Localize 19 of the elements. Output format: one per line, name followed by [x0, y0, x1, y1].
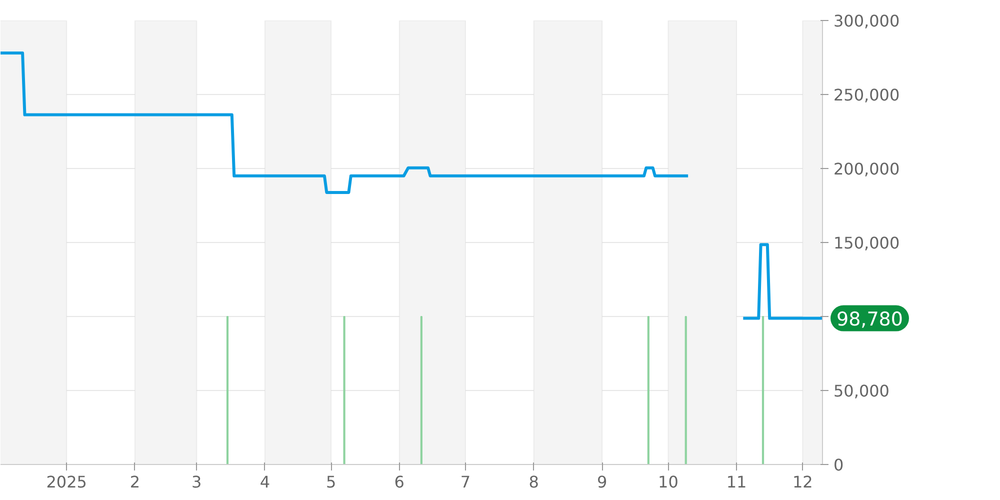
x-tick-label: 12 — [792, 472, 813, 492]
y-tick-label: 150,000 — [834, 234, 900, 252]
annotation: 98,780 — [836, 308, 903, 330]
x-tick-label: 7 — [460, 472, 471, 492]
x-tick-label: 9 — [597, 472, 608, 492]
y-tick-label: 300,000 — [834, 12, 900, 30]
y-tick-label: 250,000 — [834, 86, 900, 104]
x-tick-label: 6 — [394, 472, 404, 492]
x-tick-label: 10 — [658, 472, 678, 492]
x-tick-label: 2 — [130, 472, 140, 492]
x-tick-label: 2025 — [46, 472, 87, 492]
y-tick-label: 50,000 — [834, 382, 890, 400]
x-tick-label: 11 — [726, 472, 747, 492]
y-tick-label: 0 — [834, 456, 844, 474]
x-tick-label: 4 — [260, 472, 270, 492]
x-tick-label: 8 — [528, 472, 539, 492]
x-tick-label: 5 — [326, 472, 336, 492]
x-tick-label: 3 — [192, 472, 202, 492]
y-tick-label: 200,000 — [834, 160, 900, 178]
